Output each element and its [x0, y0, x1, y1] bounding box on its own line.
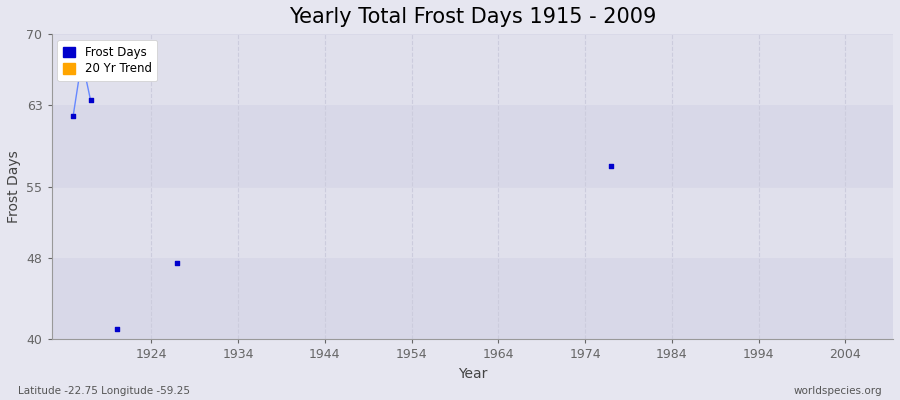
Point	[66, 112, 80, 119]
Bar	[51, 34, 893, 105]
Text: worldspecies.org: worldspecies.org	[794, 386, 882, 396]
Legend: Frost Days, 20 Yr Trend: Frost Days, 20 Yr Trend	[58, 40, 158, 81]
Bar	[51, 105, 893, 187]
Point	[110, 326, 124, 332]
Point	[170, 260, 184, 266]
X-axis label: Year: Year	[457, 367, 487, 381]
Title: Yearly Total Frost Days 1915 - 2009: Yearly Total Frost Days 1915 - 2009	[289, 7, 656, 27]
Bar	[51, 187, 893, 258]
Point	[75, 56, 89, 63]
Y-axis label: Frost Days: Frost Days	[7, 150, 21, 223]
Point	[84, 97, 98, 104]
Bar	[51, 258, 893, 340]
Text: Latitude -22.75 Longitude -59.25: Latitude -22.75 Longitude -59.25	[18, 386, 190, 396]
Point	[604, 163, 618, 170]
